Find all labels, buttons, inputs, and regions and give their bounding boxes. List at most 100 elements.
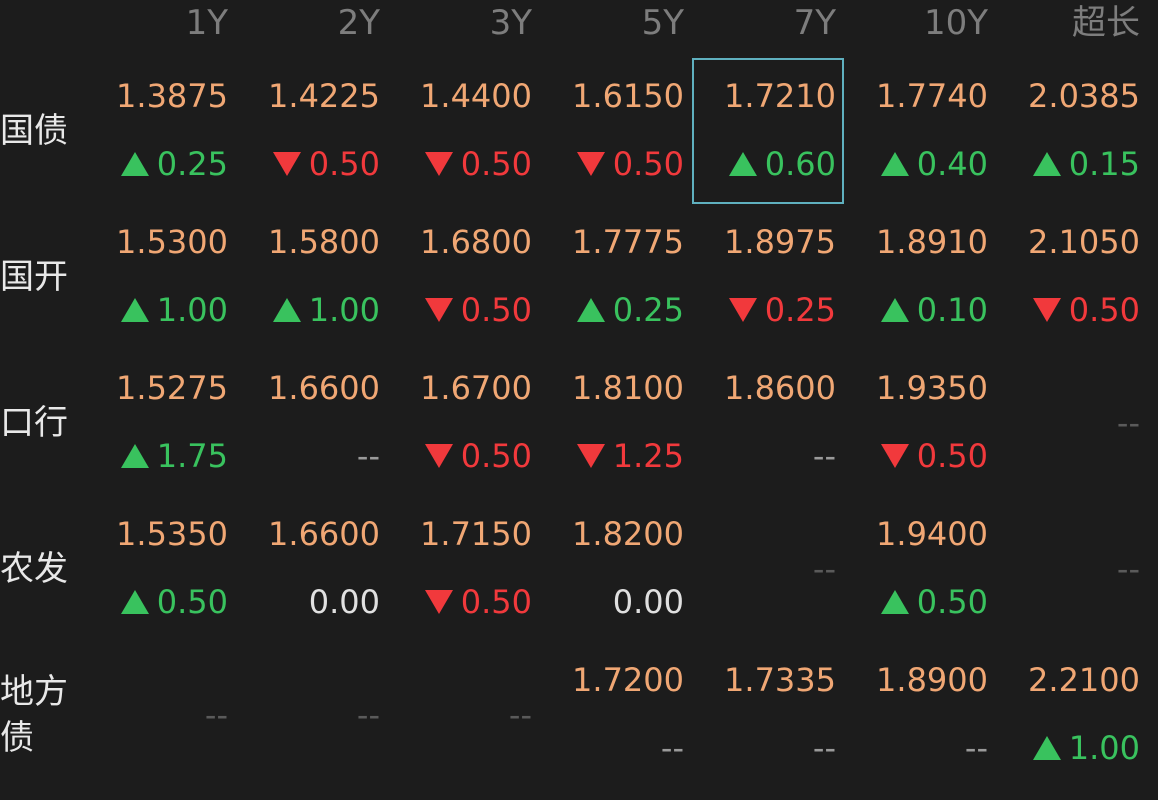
yield-cell[interactable]: 1.7210 0.60: [692, 58, 844, 204]
yield-cell[interactable]: 1.9400 0.50: [844, 496, 996, 642]
yield-cell[interactable]: 2.2100 1.00: [996, 642, 1148, 788]
yield-cell[interactable]: 1.7150 0.50: [388, 496, 540, 642]
yield-cell[interactable]: --: [388, 642, 540, 788]
change-value: 0.50: [460, 437, 532, 475]
yield-cell[interactable]: 1.6600 --: [236, 350, 388, 496]
yield-cell[interactable]: 1.5350 0.50: [84, 496, 236, 642]
down-triangle-icon: [272, 152, 301, 176]
empty-placeholder: --: [1116, 550, 1140, 588]
up-triangle-icon: [1032, 152, 1061, 176]
yield-cell[interactable]: 1.5800 1.00: [236, 204, 388, 350]
down-triangle-icon: [424, 590, 453, 614]
change-value: --: [660, 729, 684, 767]
column-header-3[interactable]: 5Y: [641, 3, 684, 43]
down-triangle-icon: [576, 152, 605, 176]
yield-price: 1.8910: [876, 223, 988, 261]
change-value: 0.25: [156, 145, 228, 183]
column-header-0[interactable]: 1Y: [185, 3, 228, 43]
row-label[interactable]: 国开: [0, 257, 68, 297]
yield-price: 2.0385: [1028, 77, 1140, 115]
change-value: 0.15: [1068, 145, 1140, 183]
yield-cell[interactable]: 1.6600 0.00: [236, 496, 388, 642]
yield-cell[interactable]: 1.7335 --: [692, 642, 844, 788]
yield-cell[interactable]: 1.7200 --: [540, 642, 692, 788]
yield-cell[interactable]: 1.8100 1.25: [540, 350, 692, 496]
yield-cell[interactable]: 2.1050 0.50: [996, 204, 1148, 350]
yield-cell[interactable]: 1.7775 0.25: [540, 204, 692, 350]
yield-price: 1.7335: [724, 661, 836, 699]
row-label[interactable]: 地方 债: [0, 672, 68, 758]
yield-change: 0.50: [424, 142, 532, 186]
change-value: 0.50: [612, 145, 684, 183]
yield-cell[interactable]: 1.8975 0.25: [692, 204, 844, 350]
yield-cell[interactable]: 1.6700 0.50: [388, 350, 540, 496]
down-triangle-icon: [1032, 298, 1061, 322]
yield-cell[interactable]: 1.8200 0.00: [540, 496, 692, 642]
yield-change: --: [965, 726, 988, 770]
down-triangle-icon: [424, 152, 453, 176]
yield-change: 1.00: [272, 288, 380, 332]
yield-cell[interactable]: --: [692, 496, 844, 642]
yield-cell[interactable]: --: [84, 642, 236, 788]
yield-cell[interactable]: 1.6800 0.50: [388, 204, 540, 350]
column-header-6[interactable]: 超长: [1072, 3, 1140, 43]
down-triangle-icon: [424, 298, 453, 322]
yield-change: 0.60: [728, 142, 836, 186]
yield-cell[interactable]: 1.3875 0.25: [84, 58, 236, 204]
change-value: --: [812, 437, 836, 475]
yield-cell[interactable]: 1.4400 0.50: [388, 58, 540, 204]
yield-price: 2.1050: [1028, 223, 1140, 261]
yield-cell[interactable]: 1.4225 0.50: [236, 58, 388, 204]
yield-price: 1.5350: [116, 515, 228, 553]
bond-row: 口行 1.5275 1.75 1.6600 -- 1.6700 0.50 1.8100 1.25…: [0, 350, 1158, 496]
column-header-5[interactable]: 10Y: [923, 3, 988, 43]
yield-change: 0.25: [120, 142, 228, 186]
column-header-4[interactable]: 7Y: [793, 3, 836, 43]
change-value: 0.50: [308, 145, 380, 183]
yield-cell[interactable]: 1.9350 0.50: [844, 350, 996, 496]
yield-change: --: [357, 434, 380, 478]
yield-price: 1.5800: [268, 223, 380, 261]
change-value: 0.00: [612, 583, 684, 621]
row-label[interactable]: 口行: [0, 403, 68, 443]
yield-change: 1.75: [120, 434, 228, 478]
yield-cell[interactable]: 1.5300 1.00: [84, 204, 236, 350]
yield-price: 1.7210: [724, 77, 836, 115]
yield-cell[interactable]: --: [236, 642, 388, 788]
yield-price: 1.7150: [420, 515, 532, 553]
yield-cell[interactable]: --: [996, 496, 1148, 642]
yield-cell[interactable]: 1.8900 --: [844, 642, 996, 788]
yield-price: 1.8600: [724, 369, 836, 407]
yield-price: 1.4400: [420, 77, 532, 115]
yield-price: 1.5275: [116, 369, 228, 407]
yield-price: 1.9350: [876, 369, 988, 407]
row-label[interactable]: 国债: [0, 111, 68, 151]
yield-price: 1.6800: [420, 223, 532, 261]
change-value: --: [812, 729, 836, 767]
yield-cell[interactable]: 1.5275 1.75: [84, 350, 236, 496]
yield-cell[interactable]: 2.0385 0.15: [996, 58, 1148, 204]
yield-change: 0.50: [880, 434, 988, 478]
column-header-1[interactable]: 2Y: [337, 3, 380, 43]
yield-cell[interactable]: 1.8600 --: [692, 350, 844, 496]
yield-price: 1.6700: [420, 369, 532, 407]
up-triangle-icon: [880, 590, 909, 614]
up-triangle-icon: [880, 152, 909, 176]
empty-placeholder: --: [812, 550, 836, 588]
yield-change: 0.50: [1032, 288, 1140, 332]
yield-cell[interactable]: 1.6150 0.50: [540, 58, 692, 204]
yield-cell[interactable]: 1.7740 0.40: [844, 58, 996, 204]
change-value: 1.25: [612, 437, 684, 475]
yield-change: 1.00: [1032, 726, 1140, 770]
yield-price: 1.7740: [876, 77, 988, 115]
row-label[interactable]: 农发: [0, 549, 68, 589]
yield-cell[interactable]: --: [996, 350, 1148, 496]
yield-cell[interactable]: 1.8910 0.10: [844, 204, 996, 350]
up-triangle-icon: [120, 444, 149, 468]
column-header-2[interactable]: 3Y: [489, 3, 532, 43]
up-triangle-icon: [728, 152, 757, 176]
change-value: 0.50: [916, 583, 988, 621]
down-triangle-icon: [880, 444, 909, 468]
bond-row: 农发 1.5350 0.50 1.6600 0.00 1.7150 0.50 1.8200 0.…: [0, 496, 1158, 642]
